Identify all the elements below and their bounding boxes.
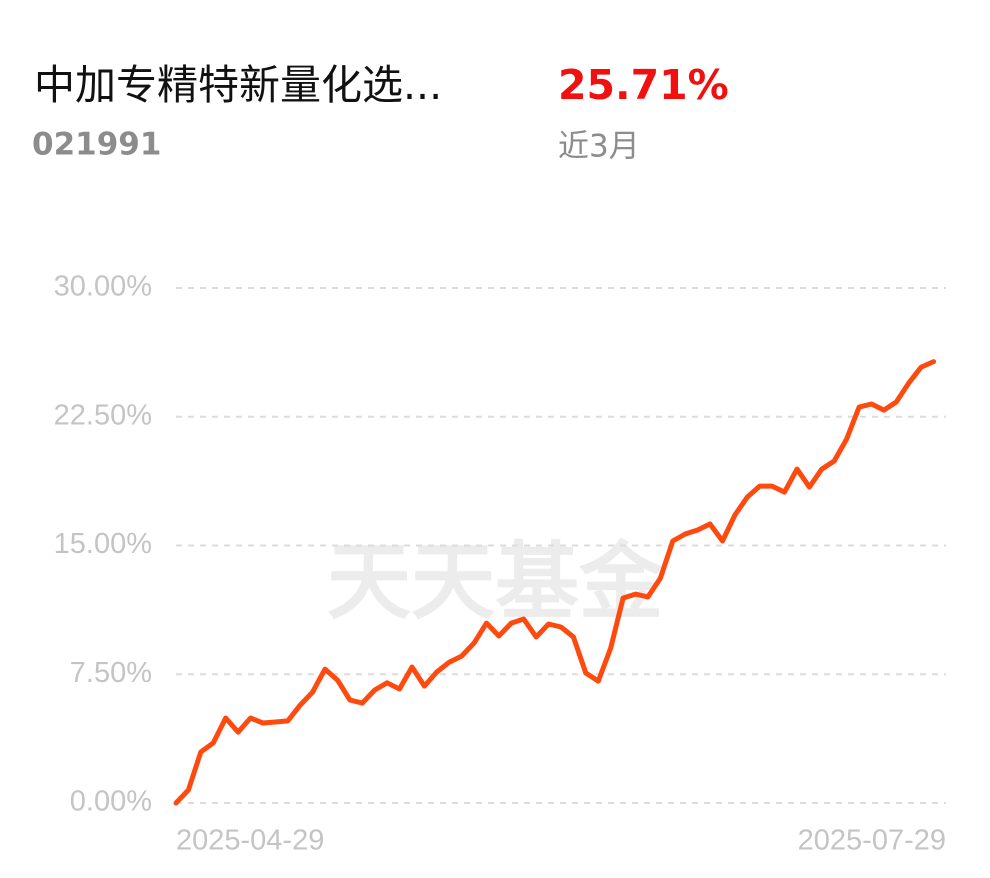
fund-code: 021991 (32, 127, 161, 163)
y-tick-label: 7.50% (70, 657, 152, 689)
y-tick-label: 30.00% (54, 271, 152, 303)
fund-return: 25.71% (558, 61, 729, 109)
line-series (173, 359, 937, 806)
x-tick-label: 2025-07-29 (798, 825, 946, 857)
y-tick-label: 22.50% (54, 399, 152, 431)
y-tick-label: 0.00% (70, 786, 152, 818)
return-period: 近3月 (558, 129, 640, 165)
x-tick-label: 2025-04-29 (176, 825, 324, 857)
y-tick-label: 15.00% (54, 528, 152, 560)
fund-title: 中加专精特新量化选... (34, 61, 442, 109)
watermark: 天天基金 (327, 533, 664, 631)
